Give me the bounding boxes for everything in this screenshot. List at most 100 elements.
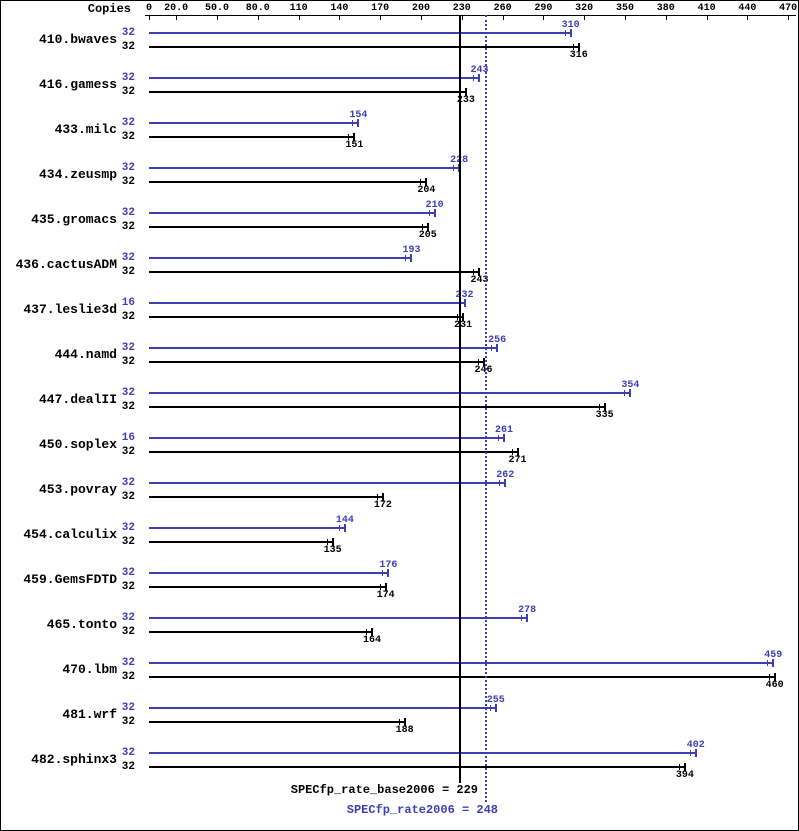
peak-copies-value: 32	[121, 117, 135, 129]
base-bar-spread-tick	[473, 269, 475, 275]
peak-copies-value: 32	[121, 657, 135, 669]
peak-bar	[149, 392, 631, 394]
peak-copies-value: 32	[121, 342, 135, 354]
peak-value-label: 262	[496, 470, 515, 481]
base-bar	[149, 766, 685, 768]
peak-bar	[149, 212, 435, 214]
base-value-label: 135	[323, 545, 342, 556]
peak-bar-endcap	[463, 299, 466, 307]
benchmark-label: 437.leslie3d	[23, 302, 117, 317]
base-bar-spread-tick	[572, 44, 574, 50]
base-bar-endcap	[353, 133, 356, 141]
base-value-label: 394	[675, 770, 694, 781]
peak-copies-value: 16	[121, 432, 135, 444]
axis-tick-mark	[421, 15, 422, 20]
base-bar-endcap	[381, 493, 384, 501]
peak-value-label: 402	[686, 740, 705, 751]
base-value-label: 164	[363, 635, 382, 646]
base-value-label: 335	[595, 410, 614, 421]
peak-bar-endcap	[694, 749, 697, 757]
axis-tick-label: 170	[371, 3, 390, 14]
peak-bar-spread-tick	[405, 255, 407, 261]
base-bar-endcap	[462, 313, 465, 321]
benchmark-label: 465.tonto	[46, 617, 117, 632]
peak-copies-value: 16	[121, 297, 135, 309]
peak-value-label: 278	[518, 605, 537, 616]
peak-bar-spread-tick	[497, 435, 499, 441]
peak-copies-value: 32	[121, 477, 135, 489]
peak-value-label: 310	[561, 20, 580, 31]
axis-tick-mark	[665, 15, 667, 20]
base-bar-spread-tick	[511, 449, 513, 455]
benchmark-label: 470.lbm	[62, 662, 117, 677]
peak-bar	[149, 437, 504, 439]
benchmark-label: 433.milc	[54, 122, 117, 137]
base-bar-spread-tick	[598, 404, 600, 410]
benchmark-label: 447.dealII	[38, 392, 117, 407]
peak-copies-value: 32	[121, 162, 135, 174]
base-bar	[149, 586, 386, 588]
peak-value-label: 354	[621, 380, 640, 391]
peak-bar-endcap	[410, 254, 413, 262]
axis-tick-label: 410	[697, 3, 716, 14]
base-copies-value: 32	[121, 41, 135, 53]
peak-bar-endcap	[502, 434, 505, 442]
axis-tick-label: 0	[145, 3, 152, 14]
axis-tick-mark	[339, 15, 341, 20]
copies-column-header: Copies	[87, 2, 131, 16]
base-copies-value: 32	[121, 536, 135, 548]
peak-bar-spread-tick	[521, 615, 523, 621]
peak-bar-spread-tick	[491, 345, 493, 351]
base-bar	[149, 91, 466, 93]
base-value-label: 204	[417, 185, 436, 196]
peak-copies-value: 32	[121, 387, 135, 399]
base-value-label: 246	[474, 365, 493, 376]
base-bar	[149, 46, 579, 48]
base-value-label: 271	[508, 455, 527, 466]
axis-tick-label: 350	[615, 3, 634, 14]
base-bar-spread-tick	[420, 179, 422, 185]
benchmark-label: 453.povray	[38, 482, 117, 497]
peak-bar-endcap	[357, 119, 360, 127]
peak-bar-endcap	[478, 74, 481, 82]
peak-bar-spread-tick	[624, 390, 626, 396]
base-bar-spread-tick	[398, 719, 400, 725]
base-copies-value: 32	[121, 446, 135, 458]
base-bar-spread-tick	[366, 629, 368, 635]
peak-value-label: 243	[470, 65, 489, 76]
peak-value-label: 459	[764, 650, 783, 661]
base-value-label: 172	[373, 500, 392, 511]
base-bar-endcap	[603, 403, 606, 411]
base-value-label: 243	[470, 275, 489, 286]
base-value-label: 188	[395, 725, 414, 736]
peak-bar-spread-tick	[473, 75, 475, 81]
axis-tick-label: 380	[656, 3, 675, 14]
benchmark-label: 416.gamess	[38, 77, 117, 92]
axis-tick-label: 50.0	[204, 3, 229, 14]
peak-value-label: 255	[486, 695, 505, 706]
peak-bar-spread-tick	[352, 120, 354, 126]
peak-bar-spread-tick	[689, 750, 691, 756]
base-bar	[149, 181, 427, 183]
peak-bar	[149, 527, 345, 529]
base-summary-label: SPECfp_rate_base2006 = 229	[290, 783, 478, 797]
axis-tick-label: 470	[779, 3, 798, 14]
base-bar-spread-tick	[477, 359, 479, 365]
peak-copies-value: 32	[121, 747, 135, 759]
peak-reference-line	[485, 15, 488, 802]
peak-bar	[149, 32, 571, 34]
peak-copies-value: 32	[121, 72, 135, 84]
peak-bar-endcap	[569, 29, 572, 37]
peak-bar-spread-tick	[499, 480, 501, 486]
peak-copies-value: 32	[121, 27, 135, 39]
base-bar	[149, 451, 518, 453]
base-bar	[149, 676, 775, 678]
axis-tick-label: 110	[289, 3, 308, 14]
base-bar-endcap	[464, 88, 467, 96]
peak-value-label: 228	[429, 155, 489, 166]
peak-bar-endcap	[504, 479, 507, 487]
base-bar-endcap	[425, 178, 428, 186]
axis-tick-label: 440	[738, 3, 757, 14]
base-value-label: 174	[376, 590, 395, 601]
